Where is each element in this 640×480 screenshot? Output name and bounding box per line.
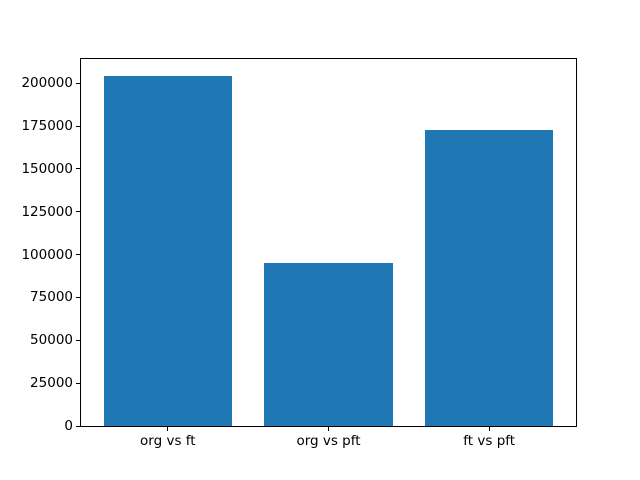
x-axis-tick-label: org vs ft — [140, 433, 196, 449]
plot-area — [80, 58, 577, 427]
y-axis-tick-label: 150000 — [21, 160, 73, 177]
y-axis-tick-mark — [76, 296, 80, 298]
y-axis-tick-mark — [76, 211, 80, 213]
y-axis-tick-label: 100000 — [21, 246, 73, 263]
x-axis-tick-mark — [167, 427, 169, 431]
y-axis-tick-mark — [76, 339, 80, 341]
y-axis-tick-label: 75000 — [30, 289, 73, 306]
y-axis-tick-label: 200000 — [21, 75, 73, 92]
y-axis-tick-mark — [76, 125, 80, 127]
y-axis-tick-mark — [76, 168, 80, 170]
bar-org-vs-pft — [264, 263, 393, 426]
y-axis-tick-mark — [76, 82, 80, 84]
x-axis-tick-label: org vs pft — [296, 433, 361, 449]
y-axis-tick-label: 0 — [64, 418, 73, 434]
x-axis-tick-mark — [328, 427, 329, 431]
y-axis-tick-label: 50000 — [30, 332, 73, 349]
y-axis-tick-label: 25000 — [30, 375, 73, 392]
y-axis-tick-mark — [76, 425, 80, 427]
x-axis-tick-mark — [488, 427, 490, 431]
y-axis-tick-label: 175000 — [21, 118, 73, 134]
y-axis-tick-mark — [76, 254, 80, 256]
bar-org-vs-ft — [103, 75, 233, 426]
y-axis-tick-mark — [76, 382, 80, 384]
y-axis-tick-label: 125000 — [21, 203, 73, 220]
x-axis-tick-label: ft vs pft — [463, 433, 516, 449]
bar-ft-vs-pft — [424, 129, 554, 426]
